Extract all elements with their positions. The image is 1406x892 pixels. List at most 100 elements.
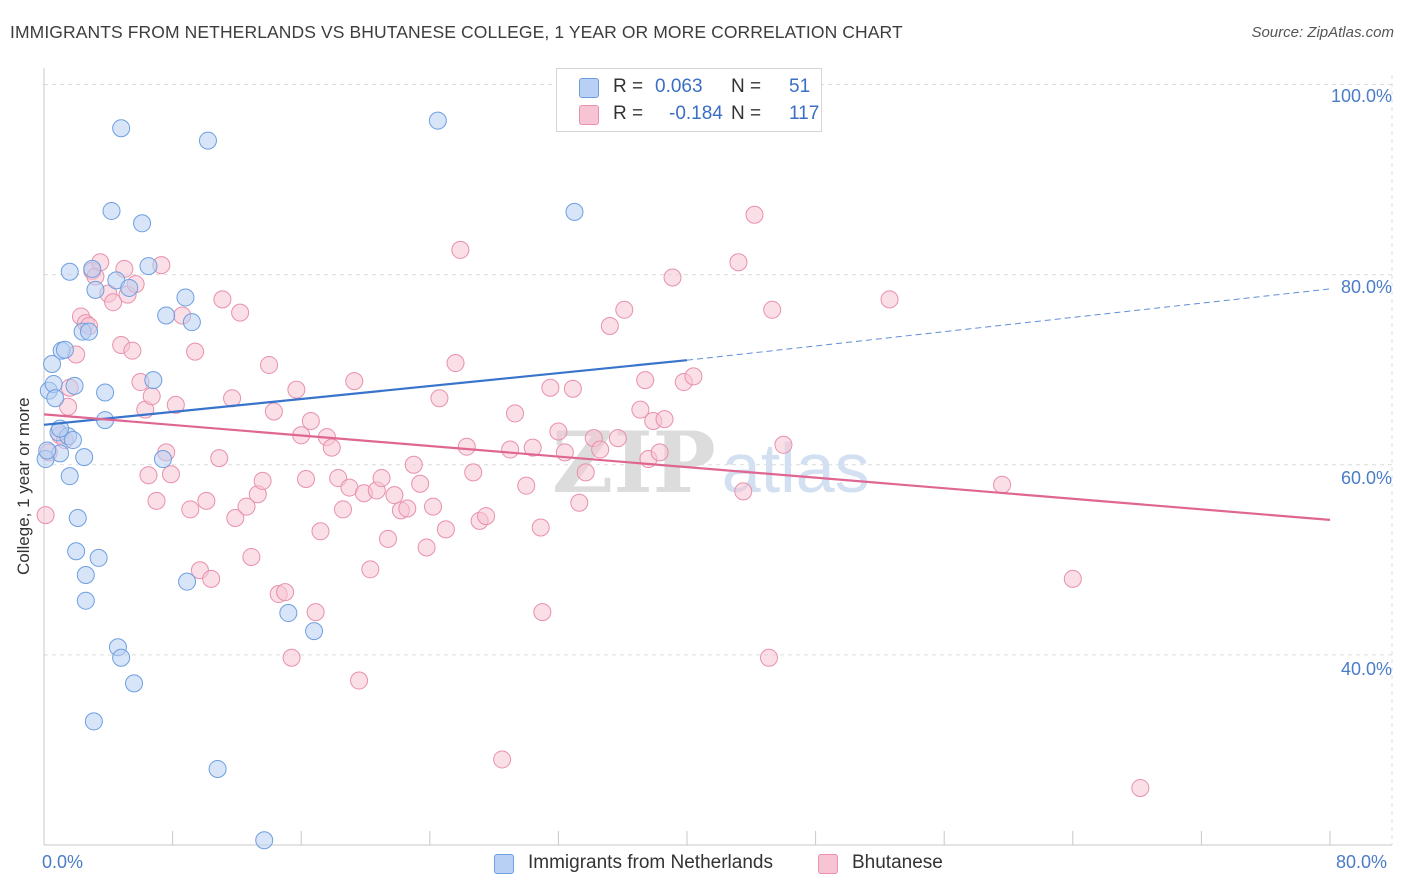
data-point — [46, 389, 65, 408]
legend-n-value: 117 — [789, 103, 820, 124]
data-point — [565, 202, 584, 221]
data-point — [600, 316, 619, 335]
data-point — [60, 467, 79, 486]
data-point — [549, 422, 568, 441]
data-point — [43, 354, 62, 373]
data-point — [311, 522, 330, 541]
data-point — [636, 371, 655, 390]
data-point — [237, 497, 256, 516]
data-point — [36, 506, 55, 525]
data-point — [76, 591, 95, 610]
y-tick-label: 80.0% — [1340, 277, 1392, 297]
data-point — [424, 497, 443, 516]
stats-legend: R = 0.063 N = 51 R = -0.184 N = 117 — [556, 68, 822, 132]
legend-swatch-blue — [579, 78, 599, 98]
data-point — [350, 671, 369, 690]
data-point — [67, 542, 86, 561]
data-point — [112, 648, 131, 667]
data-point — [75, 448, 94, 467]
data-point — [161, 465, 180, 484]
data-point — [226, 508, 245, 527]
legend-n-label: N = — [731, 103, 762, 124]
legend-series-name: Immigrants from Netherlands — [528, 852, 773, 873]
data-point — [505, 404, 524, 423]
data-point — [563, 379, 582, 398]
x-tick-label-min: 0.0% — [42, 852, 84, 872]
data-point — [774, 435, 793, 454]
data-point — [147, 491, 166, 510]
data-point — [133, 214, 152, 233]
legend-series-name: Bhutanese — [852, 852, 943, 873]
data-point — [501, 440, 520, 459]
legend-swatch-blue — [494, 854, 514, 874]
y-tick-label: 100.0% — [1330, 86, 1392, 106]
data-point — [301, 412, 320, 431]
data-point — [178, 572, 197, 591]
data-point — [322, 438, 341, 457]
data-point — [125, 674, 144, 693]
data-point — [531, 518, 550, 537]
legend-swatch-pink — [818, 854, 838, 874]
data-point — [1063, 569, 1082, 588]
data-point — [120, 278, 139, 297]
data-point — [655, 410, 674, 429]
data-point — [112, 119, 131, 138]
data-point — [182, 313, 201, 332]
axes — [43, 68, 1392, 846]
data-point — [729, 253, 748, 272]
data-point — [398, 499, 417, 518]
data-point — [993, 475, 1012, 494]
data-point — [457, 437, 476, 456]
data-point — [276, 583, 295, 602]
data-point — [208, 759, 227, 778]
data-point — [763, 300, 782, 319]
data-point — [523, 438, 542, 457]
data-point — [242, 547, 261, 566]
data-point — [181, 500, 200, 519]
data-point — [417, 538, 436, 557]
data-point — [55, 340, 74, 359]
data-point — [428, 111, 447, 130]
data-point — [517, 476, 536, 495]
data-point — [411, 474, 430, 493]
data-point — [650, 443, 669, 462]
data-point — [65, 376, 84, 395]
chart-title: IMMIGRANTS FROM NETHERLANDS VS BHUTANESE… — [10, 22, 903, 42]
data-point — [608, 429, 627, 448]
data-point — [253, 471, 272, 490]
data-point — [615, 300, 634, 319]
trend-lines — [43, 288, 1331, 521]
data-point — [123, 341, 142, 360]
bhutanese-points — [36, 205, 1150, 797]
netherlands-trend-extension — [686, 288, 1331, 361]
data-point — [139, 466, 158, 485]
data-point — [631, 400, 650, 419]
grid-lines — [44, 75, 1393, 845]
source-note: Source: ZipAtlas.com — [1251, 24, 1394, 41]
data-point — [345, 372, 364, 391]
data-point — [372, 469, 391, 488]
data-point — [80, 322, 99, 341]
y-tick-label: 40.0% — [1340, 659, 1392, 679]
data-point — [759, 648, 778, 667]
data-point — [186, 342, 205, 361]
y-axis-label: College, 1 year or more — [14, 397, 33, 575]
netherlands-trend-line — [43, 359, 688, 426]
y-tick-label: 60.0% — [1340, 468, 1392, 488]
data-point — [76, 566, 95, 585]
data-point — [333, 500, 352, 519]
data-point — [361, 560, 380, 579]
data-point — [104, 293, 123, 312]
data-point — [287, 380, 306, 399]
data-point — [166, 395, 185, 414]
data-point — [379, 529, 398, 548]
data-point — [493, 750, 512, 769]
data-point — [102, 201, 121, 220]
legend-swatch-pink — [579, 105, 599, 125]
bhutanese-trend-line — [43, 413, 1331, 521]
data-point — [1131, 778, 1150, 797]
data-point — [260, 355, 279, 374]
data-point — [142, 387, 161, 406]
data-point — [541, 378, 560, 397]
data-point — [197, 491, 216, 510]
